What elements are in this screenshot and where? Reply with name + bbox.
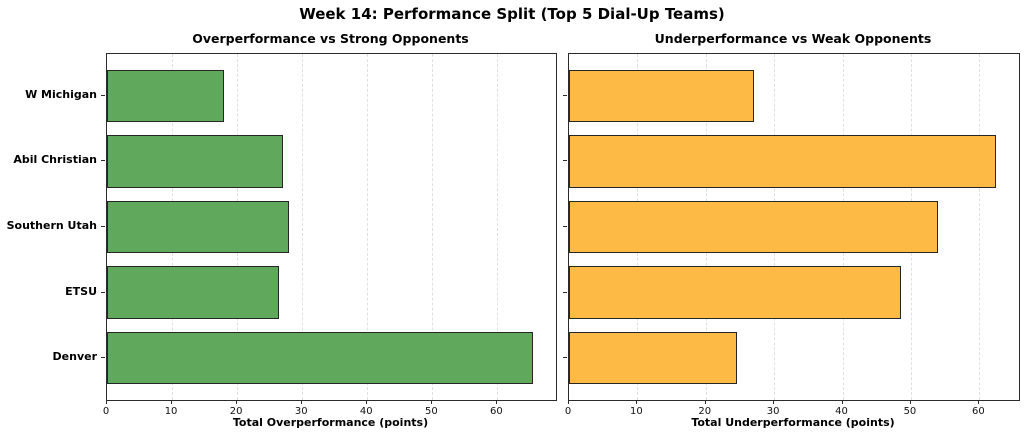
x-tick-label-20: 20 (229, 406, 243, 417)
y-tick-label-etsu: ETSU (65, 284, 97, 298)
figure-title: Week 14: Performance Split (Top 5 Dial-U… (299, 5, 725, 23)
x-tick-label-20: 20 (698, 406, 712, 417)
y-tick-mark (101, 226, 105, 227)
x-tick-mark (841, 400, 843, 405)
y-tick-mark (563, 160, 567, 162)
x-tick-mark (431, 400, 433, 405)
x-tick-label-40: 40 (359, 406, 373, 417)
x-tick-label-10: 10 (164, 406, 178, 417)
bar-etsu (569, 266, 901, 319)
y-tick-mark (563, 94, 567, 96)
y-tick-mark (101, 291, 105, 293)
x-tick-label-10: 10 (630, 406, 643, 417)
x-tick-mark (636, 400, 638, 405)
y-tick-mark (101, 94, 105, 96)
bar-denver (107, 331, 534, 385)
y-tick-mark (563, 226, 567, 227)
right-chart-title: Underperformance vs Weak Opponents (654, 31, 932, 46)
x-tick-label-0: 0 (102, 406, 110, 417)
x-tick-mark (978, 400, 980, 405)
gridline-x-60 (979, 54, 981, 400)
x-tick-label-30: 30 (294, 406, 308, 417)
gridline-x-50 (432, 54, 434, 400)
right-x-axis-label: Total Underperformance (points) (691, 416, 895, 429)
bar-southern-utah (107, 200, 290, 254)
bar-w-michigan (107, 69, 225, 123)
left-plot-area (106, 53, 557, 401)
gridline-x-60 (497, 54, 499, 400)
x-tick-label-50: 50 (424, 406, 438, 417)
x-tick-mark (236, 400, 238, 405)
y-tick-mark (563, 357, 567, 359)
y-tick-label-abil-christian: Abil Christian (13, 153, 97, 167)
x-tick-label-0: 0 (564, 406, 572, 417)
bar-southern-utah (569, 200, 939, 254)
x-tick-label-30: 30 (766, 406, 780, 417)
x-tick-mark (301, 400, 303, 405)
x-tick-mark (366, 400, 368, 405)
x-tick-label-40: 40 (835, 406, 848, 417)
x-tick-mark (106, 400, 107, 405)
y-tick-mark (101, 160, 105, 162)
x-tick-mark (568, 400, 569, 405)
bar-etsu (107, 266, 280, 319)
gridline-x-30 (302, 54, 304, 400)
left-chart-title: Overperformance vs Strong Opponents (192, 31, 469, 46)
x-tick-label-60: 60 (971, 406, 985, 417)
x-tick-mark (704, 400, 706, 405)
y-tick-mark (101, 357, 105, 359)
x-tick-mark (171, 400, 173, 405)
y-tick-label-w-michigan: W Michigan (25, 87, 97, 101)
x-tick-mark (909, 400, 911, 405)
x-tick-mark (773, 400, 775, 405)
bar-denver (569, 331, 737, 385)
x-tick-label-50: 50 (903, 406, 917, 417)
gridline-x-40 (367, 54, 369, 400)
x-tick-label-60: 60 (490, 406, 503, 417)
y-tick-label-southern-utah: Southern Utah (6, 219, 97, 232)
bar-abil-christian (569, 135, 997, 188)
x-tick-mark (496, 400, 498, 405)
y-tick-mark (563, 291, 567, 293)
right-plot-area (568, 53, 1020, 401)
bar-abil-christian (107, 135, 283, 188)
bar-w-michigan (569, 69, 754, 123)
left-x-axis-label: Total Overperformance (points) (232, 416, 429, 429)
y-tick-label-denver: Denver (52, 350, 97, 364)
